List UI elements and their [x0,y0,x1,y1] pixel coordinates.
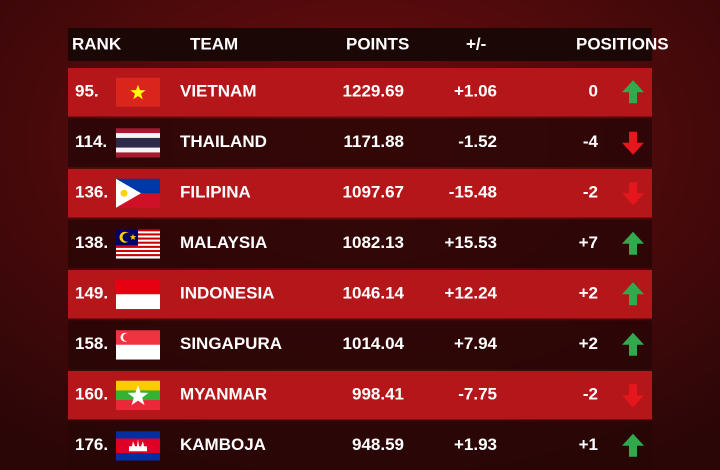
row-background [68,169,652,218]
arrow-down [622,182,644,206]
header-band [68,28,652,61]
change: +15.53 [445,233,497,252]
points: 998.41 [352,385,404,404]
flag-stripe [116,245,160,249]
flag [116,330,160,360]
change: +1.93 [454,435,497,454]
positions: +7 [579,233,598,252]
row-background [68,421,652,470]
team-name: FILIPINA [180,183,251,202]
team-name: MALAYSIA [180,233,267,252]
row-background [68,371,652,420]
flag-stripe [116,256,160,259]
flag-stripe [116,147,160,153]
points: 1229.69 [343,82,404,101]
flag-stripe [116,152,160,158]
flag-stripe [116,400,160,411]
flag [116,128,160,158]
flag [116,178,160,209]
arrow-up [622,332,644,356]
flag-stripe [116,431,160,439]
flag-stripe [116,344,160,360]
rank: 149. [75,284,108,303]
team-name: INDONESIA [180,284,274,303]
positions: +1 [579,435,598,454]
flag-star [127,385,149,406]
column-header: +/- [466,34,486,53]
flag-moon-cut [123,333,131,342]
change: +1.06 [454,82,497,101]
row-background [68,118,652,167]
flag [116,229,160,259]
change: -15.48 [449,183,497,202]
positions: +2 [579,284,598,303]
flag-stripe [116,133,160,139]
flag-temple [129,439,147,452]
arrow-up [622,80,644,104]
flag-stripe [116,137,160,148]
change: -1.52 [458,132,497,151]
change: +12.24 [445,284,498,303]
points: 1082.13 [343,233,404,252]
team-name: SINGAPURA [180,334,282,353]
rank: 158. [75,334,108,353]
flag [116,431,160,461]
points: 1097.67 [343,183,404,202]
flag-stripe [116,254,160,257]
flag [116,380,160,411]
column-header: POSITIONS [576,34,669,53]
flag-stripe [116,128,160,134]
column-header: POINTS [346,34,409,53]
flag [116,279,160,310]
flag-stripe [116,249,160,253]
flag-sun [120,189,128,197]
points: 948.59 [352,435,404,454]
rank: 138. [75,233,108,252]
positions: 0 [589,82,598,101]
change: +7.94 [454,334,498,353]
rank: 176. [75,435,108,454]
arrow-down [622,131,644,155]
flag-stripe [116,453,160,461]
flag-star [129,233,137,241]
rank: 136. [75,183,108,202]
positions: -2 [583,385,598,404]
points: 1014.04 [343,334,405,353]
row-background [68,320,652,369]
flag-stripe [116,294,160,310]
positions: +2 [579,334,598,353]
team-name: KAMBOJA [180,435,266,454]
rank: 160. [75,385,108,404]
arrow-up [622,282,644,306]
team-name: THAILAND [180,132,267,151]
row-background [68,270,652,319]
row-background [68,219,652,268]
flag-stripe [116,252,160,255]
rank: 114. [75,132,107,151]
positions: -4 [583,132,599,151]
row-background [68,68,652,117]
points: 1171.88 [343,132,404,151]
flag-triangle [116,178,141,208]
column-header: TEAM [190,34,238,53]
column-header: RANK [72,34,122,53]
flag-stripe [116,247,160,251]
rank: 95. [75,82,99,101]
flag-moon-cut [122,232,132,242]
change: -7.75 [458,385,497,404]
positions: -2 [583,183,598,202]
arrow-up [622,231,644,255]
team-name: MYANMAR [180,385,267,404]
flag-stripe [116,279,160,295]
flag-star [130,84,146,100]
team-name: VIETNAM [180,82,257,101]
points: 1046.14 [343,284,405,303]
arrow-down [622,384,644,408]
arrow-up [622,433,644,457]
flag [116,77,160,107]
